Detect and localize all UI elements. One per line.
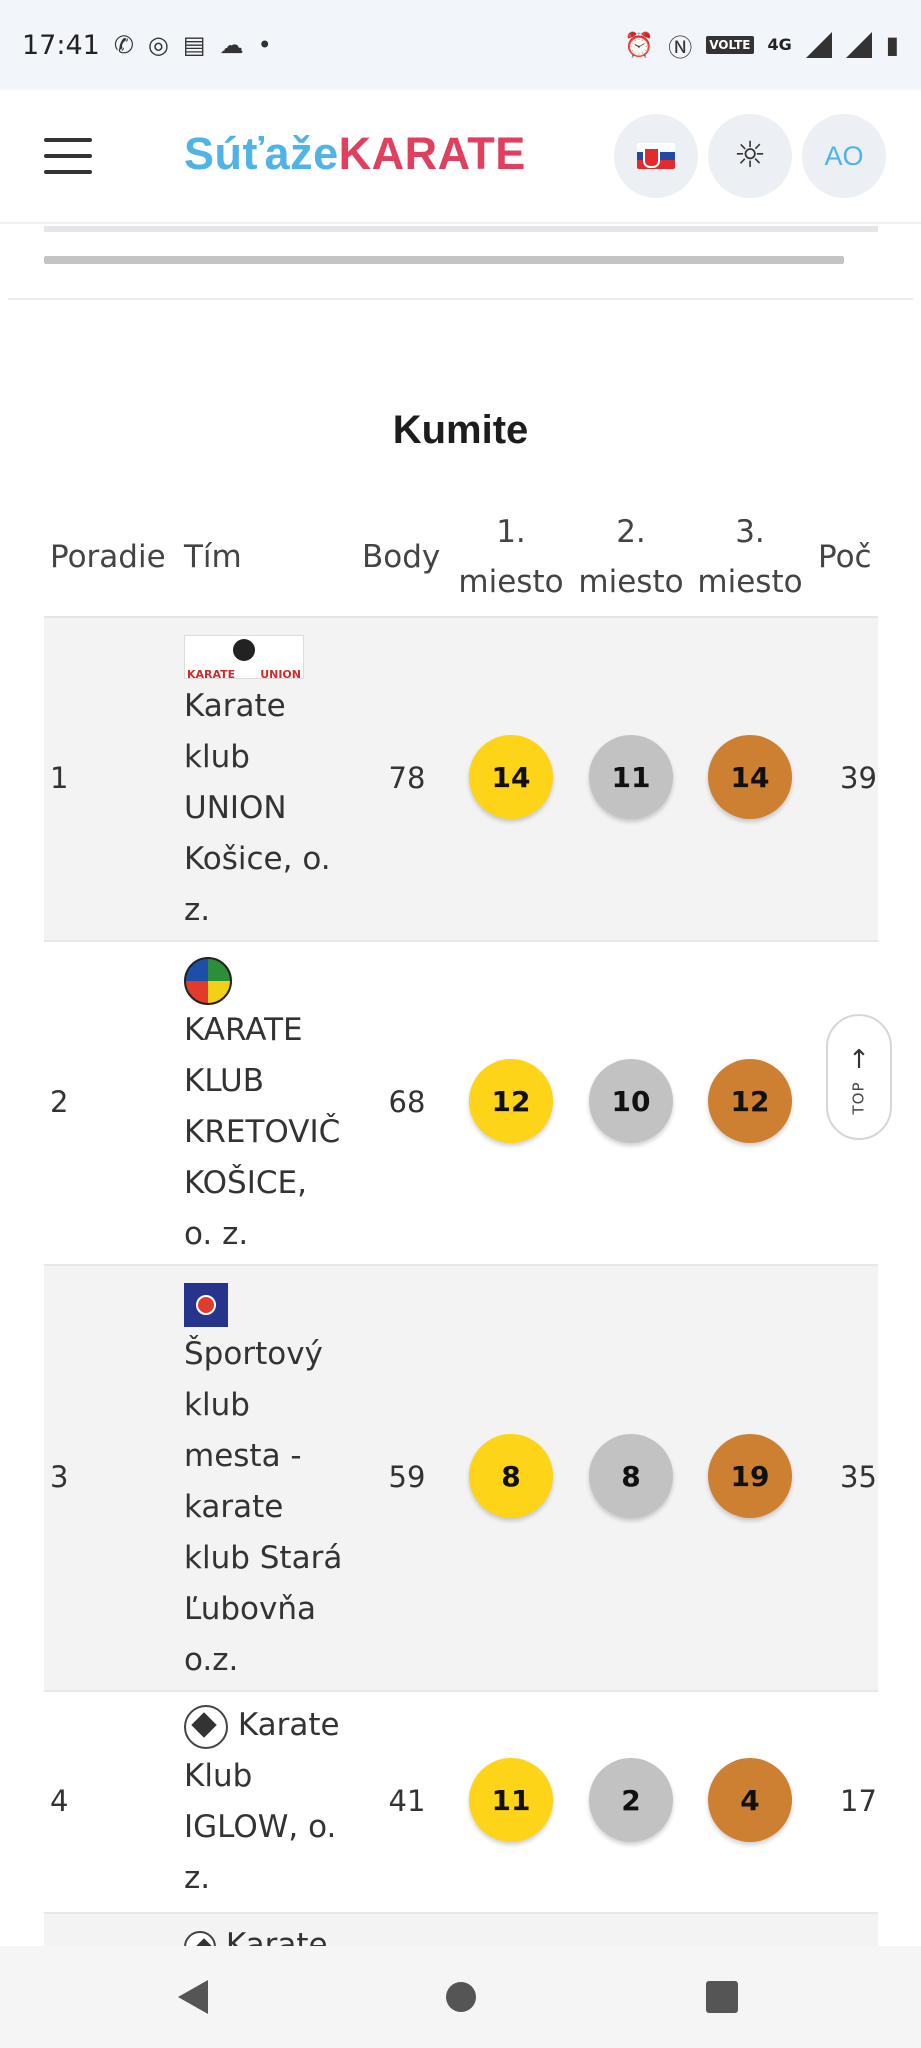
team-cell: Športový klub mesta - karate klub Stará … <box>184 1278 344 1686</box>
divider <box>44 226 878 232</box>
table-row[interactable]: 4 Karate Klub IGLOW, o. z. 41 11 2 4 17 <box>44 1692 878 1914</box>
silver-medal-count: 2 <box>589 1758 673 1842</box>
sun-icon: ☼ <box>733 135 767 176</box>
whatsapp-icon: ✆ <box>113 31 134 59</box>
team-cell: Karate Klub IGLOW, o. z. <box>184 1700 344 1904</box>
theme-toggle-button[interactable]: ☼ <box>708 114 792 198</box>
count-cell: 35 <box>840 1460 877 1494</box>
column-header-points[interactable]: Body <box>362 539 441 575</box>
club-logo <box>184 1704 228 1749</box>
instagram-icon: ◎ <box>147 31 169 59</box>
points-cell: 78 <box>388 761 426 795</box>
silver-medal-count: 8 <box>589 1434 673 1518</box>
bronze-medal-count: 19 <box>708 1434 792 1518</box>
points-cell: 68 <box>388 1085 426 1119</box>
alarm-icon: ⏰ <box>624 31 655 59</box>
results-table: Poradie Tím Body 1. miesto 2. miesto 3. mie… <box>44 500 878 1954</box>
hamburger-menu-icon[interactable] <box>44 138 92 174</box>
column-header-first[interactable]: 1. miesto <box>458 514 564 600</box>
navigation-bar <box>0 1946 921 2048</box>
table-row[interactable]: 1 KARATE UNION Karate klub UNION Košice, … <box>44 618 878 942</box>
count-cell: 17 <box>840 1784 877 1818</box>
avatar-initials: AO <box>824 140 864 171</box>
signal-icon <box>805 32 832 58</box>
language-button[interactable] <box>614 114 698 198</box>
team-name[interactable]: Karate Klub IGLOW, o. z. <box>184 1707 340 1896</box>
back-icon[interactable] <box>178 1980 208 2014</box>
cloud-icon: ☁ <box>219 31 244 59</box>
bronze-medal-count: 12 <box>708 1059 792 1143</box>
app-header: SúťažeKARATE ☼ AO <box>0 90 921 224</box>
signal-icon <box>845 32 872 58</box>
status-time: 17:41 <box>22 29 100 61</box>
gold-medal-count: 11 <box>469 1758 553 1842</box>
rank-cell: 2 <box>50 1085 69 1119</box>
bronze-medal-count: 14 <box>708 735 792 819</box>
gold-medal-count: 12 <box>469 1059 553 1143</box>
scroll-to-top-button[interactable]: ↑ TOP <box>826 1014 892 1140</box>
team-name[interactable]: KARATE KLUB KRETOVIČ KOŠICE, o. z. <box>184 1012 341 1252</box>
rank-cell: 1 <box>50 761 69 795</box>
club-logo: KARATE UNION <box>184 634 304 681</box>
cast-icon: ▤ <box>182 31 206 59</box>
silver-medal-count: 10 <box>589 1059 673 1143</box>
home-icon[interactable] <box>446 1982 476 2012</box>
column-header-count[interactable]: Poč <box>818 539 872 575</box>
table-header: Poradie Tím Body 1. miesto 2. miesto 3. mie… <box>44 500 878 618</box>
site-logo[interactable]: SúťažeKARATE <box>184 128 526 179</box>
battery-icon: ▮ <box>885 31 899 59</box>
user-avatar-button[interactable]: AO <box>802 114 886 198</box>
silver-medal-count: 11 <box>589 735 673 819</box>
column-header-second[interactable]: 2. miesto <box>578 514 684 600</box>
dot-icon: • <box>257 31 272 59</box>
club-logo <box>184 956 232 1005</box>
divider <box>8 298 913 300</box>
column-header-team[interactable]: Tím <box>184 539 242 575</box>
arrow-up-icon: ↑ <box>848 1045 870 1075</box>
nfc-icon: Ⓝ <box>668 33 693 62</box>
recents-icon[interactable] <box>706 1981 738 2013</box>
gold-medal-count: 8 <box>469 1434 553 1518</box>
scroll-to-top-label: TOP <box>849 1081 868 1115</box>
4g-icon: 4G <box>767 35 792 54</box>
team-name[interactable]: Karate klub UNION Košice, o. z. <box>184 688 331 928</box>
club-logo <box>184 1282 228 1327</box>
column-header-third[interactable]: 3. miesto <box>697 514 803 600</box>
table-row[interactable]: 2 KARATE KLUB KRETOVIČ KOŠICE, o. z. 68 … <box>44 942 878 1266</box>
column-header-rank[interactable]: Poradie <box>50 539 166 575</box>
team-cell: KARATE UNION Karate klub UNION Košice, o.… <box>184 630 344 936</box>
scrollbar-track[interactable] <box>44 256 844 264</box>
points-cell: 59 <box>388 1460 426 1494</box>
bronze-medal-count: 4 <box>708 1758 792 1842</box>
team-name[interactable]: Športový klub mesta - karate klub Stará … <box>184 1336 343 1678</box>
team-cell: KARATE KLUB KRETOVIČ KOŠICE, o. z. <box>184 954 344 1260</box>
gold-medal-count: 14 <box>469 735 553 819</box>
points-cell: 41 <box>388 1784 426 1818</box>
rank-cell: 4 <box>50 1784 69 1818</box>
table-row[interactable]: 3 Športový klub mesta - karate klub Star… <box>44 1266 878 1692</box>
slovakia-flag-icon <box>637 143 675 169</box>
count-cell: 39 <box>840 761 877 795</box>
status-bar: 17:41 ✆ ◎ ▤ ☁ • ⏰ Ⓝ VOLTE 4G ▮ <box>0 0 921 90</box>
volte-icon: VOLTE <box>706 36 754 54</box>
rank-cell: 3 <box>50 1460 69 1494</box>
section-title: Kumite <box>392 408 529 452</box>
